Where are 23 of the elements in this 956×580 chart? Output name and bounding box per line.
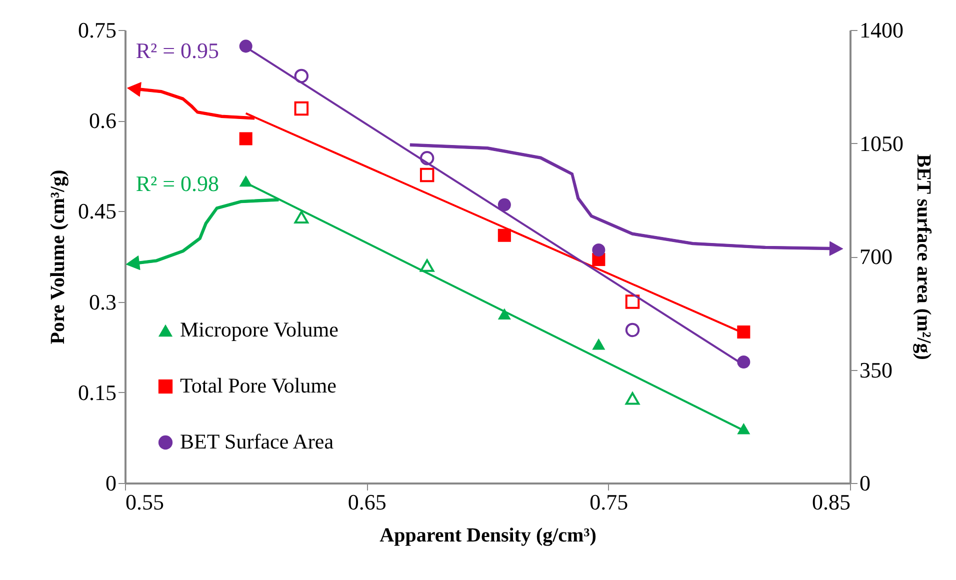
y2-tick-label: 350 (860, 357, 892, 382)
y-tick-label: 0.75 (78, 18, 116, 42)
legend-label: BET Surface Area (180, 430, 334, 454)
y2-tick-label: 1050 (860, 130, 904, 156)
legend-label: Total Pore Volume (180, 374, 336, 398)
y-tick-label: 0 (106, 470, 116, 496)
y-tick-label: 0.6 (89, 108, 116, 134)
x-axis-title: Apparent Density (g/cm³) (380, 524, 596, 546)
x-tick-label: 0.75 (590, 490, 628, 514)
y2-axis-title: BET surface area (m²/g) (912, 154, 934, 360)
annotation: R² = 0.95 (136, 38, 220, 64)
x-tick-label: 0.65 (348, 490, 386, 514)
y-axis-title: Pore Volume (cm³/g) (47, 170, 69, 344)
y2-tick-label: 0 (860, 470, 870, 496)
y-tick-label: 0.45 (78, 198, 116, 224)
legend-label: Micropore Volume (180, 318, 338, 342)
y-tick-label: 0.15 (78, 380, 116, 405)
x-tick-label: 0.85 (812, 490, 850, 514)
y2-tick-label: 700 (860, 244, 892, 269)
x-tick-label: 0.55 (126, 490, 164, 514)
y2-tick-label: 1400 (860, 18, 904, 42)
y-tick-label: 0.3 (89, 289, 116, 314)
annotation: R² = 0.98 (136, 171, 220, 196)
